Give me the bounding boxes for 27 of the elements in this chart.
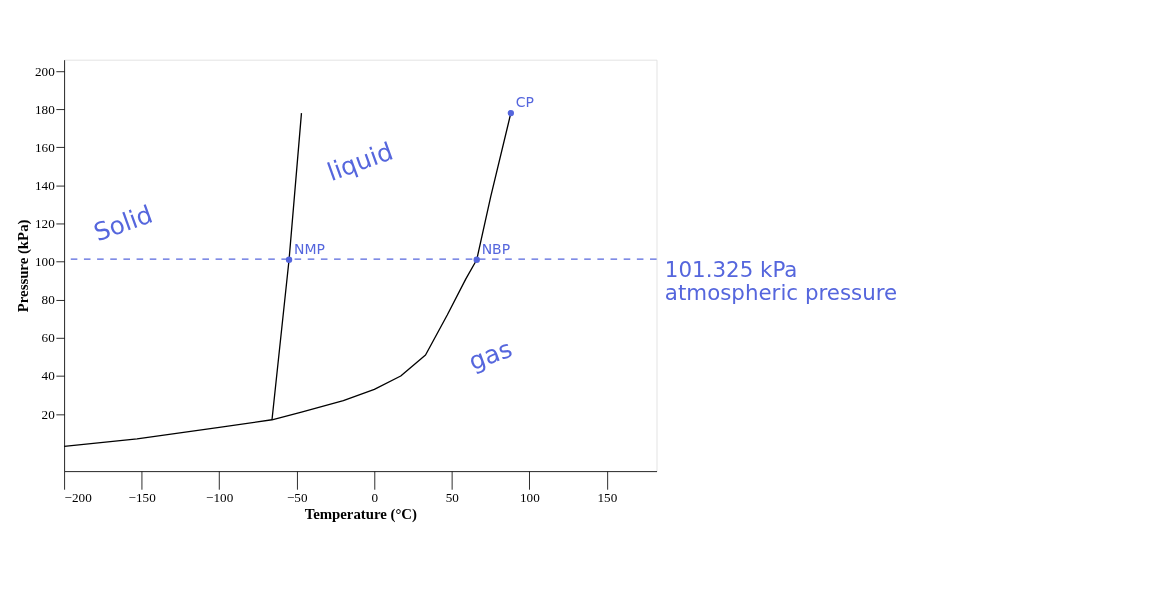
annotation: Solid — [89, 199, 157, 248]
y-tick-label: 40 — [41, 368, 56, 384]
y-tick-label: 200 — [34, 63, 56, 79]
x-tick-label: 150 — [597, 490, 618, 506]
ref-line-label: 101.325 kPa atmospheric pressure — [664, 257, 898, 306]
y-tick-label: 100 — [34, 254, 56, 270]
annotation: liquid — [323, 136, 397, 187]
annotation: NMP — [293, 241, 325, 258]
y-tick-label: 60 — [41, 330, 56, 346]
y-tick-label: 120 — [34, 216, 56, 232]
y-tick-label: 160 — [34, 139, 56, 155]
y-axis-title: Pressure (kPa) — [15, 219, 33, 313]
y-tick-label: 140 — [34, 178, 56, 194]
annotation: NBP — [481, 241, 511, 258]
x-tick-label: 50 — [445, 490, 460, 506]
x-tick-label: −200 — [64, 490, 93, 506]
y-tick-label: 20 — [41, 406, 56, 422]
x-tick-label: −100 — [206, 490, 234, 506]
y-tick-label: 180 — [34, 101, 56, 117]
x-tick-label: −50 — [286, 490, 308, 506]
x-tick-label: −150 — [128, 490, 157, 506]
x-axis-title: Temperature (°C) — [304, 506, 418, 524]
annotation: gas — [464, 333, 516, 377]
y-tick-label: 80 — [41, 292, 56, 308]
x-tick-label: 100 — [519, 490, 541, 506]
annotation: CP — [515, 94, 534, 111]
x-tick-label: 0 — [371, 490, 379, 506]
